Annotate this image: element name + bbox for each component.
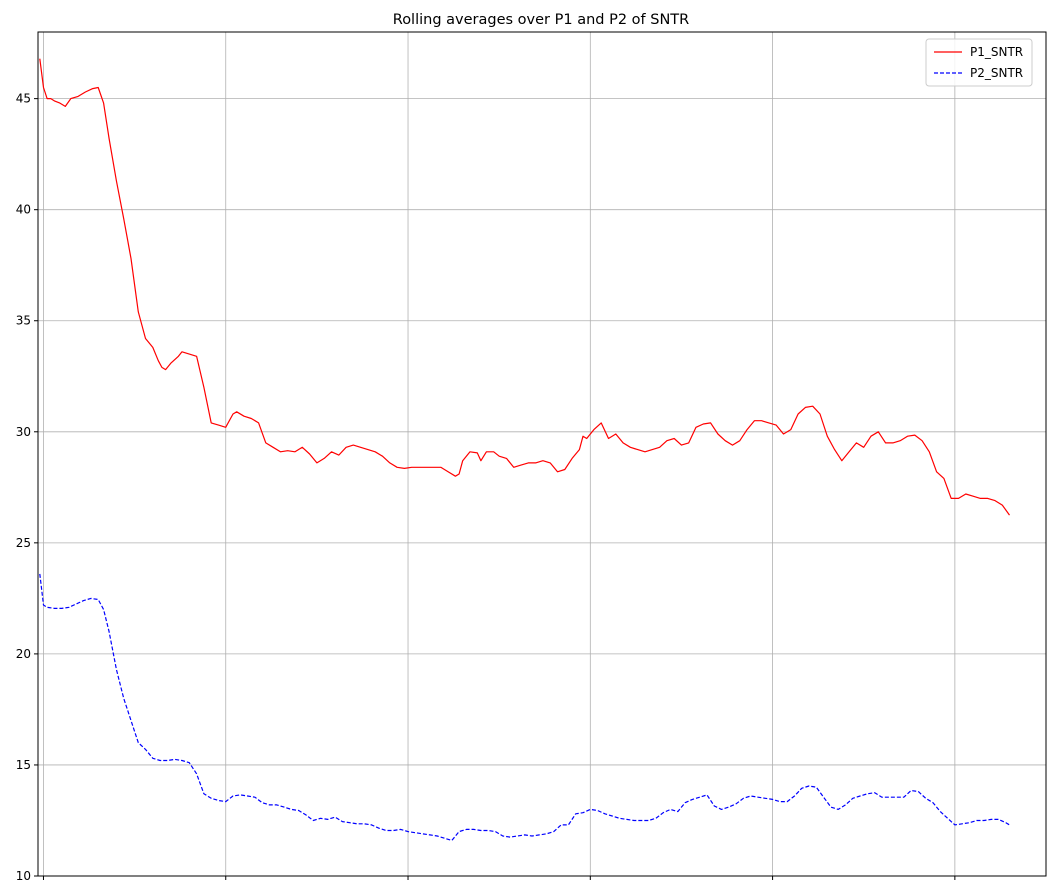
series-layer (39, 58, 1010, 842)
series-line-p1-sntr (39, 58, 1010, 516)
grid-layer (38, 32, 1046, 877)
y-tick-label: 10 (16, 869, 31, 883)
y-tick-label: 20 (16, 647, 31, 661)
y-tick-label: 30 (16, 425, 31, 439)
legend-label-p1-sntr: P1_SNTR (970, 45, 1023, 59)
y-tick-label: 35 (16, 314, 31, 328)
y-tick-label: 40 (16, 203, 31, 217)
y-tick-label: 15 (16, 758, 31, 772)
y-tick-label: 25 (16, 536, 31, 550)
series-line-p2-sntr (39, 573, 1010, 842)
ticks-layer: 10 15 20 25 30 35 40 45 (16, 92, 956, 883)
chart-title: Rolling averages over P1 and P2 of SNTR (393, 12, 689, 28)
legend-label-p2-sntr: P2_SNTR (970, 66, 1023, 80)
y-tick-label: 45 (16, 92, 31, 106)
legend: P1_SNTR P2_SNTR (925, 38, 1033, 87)
plot-frame (37, 31, 1047, 877)
legend-box (925, 38, 1033, 87)
